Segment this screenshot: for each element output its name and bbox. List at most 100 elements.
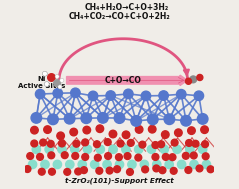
Circle shape (124, 89, 133, 99)
Circle shape (37, 153, 43, 160)
Circle shape (115, 154, 122, 160)
Circle shape (207, 166, 214, 173)
Circle shape (152, 154, 159, 160)
Circle shape (48, 74, 55, 81)
Circle shape (135, 145, 143, 153)
Circle shape (175, 129, 182, 136)
Text: t-ZrO₂(101)-Support Effect: t-ZrO₂(101)-Support Effect (65, 177, 174, 184)
Circle shape (48, 114, 58, 125)
Circle shape (202, 153, 209, 160)
Circle shape (45, 145, 53, 153)
Circle shape (140, 160, 148, 169)
Circle shape (185, 167, 192, 174)
Text: C+O→CO: C+O→CO (105, 76, 142, 85)
Circle shape (131, 116, 141, 126)
Text: Ni
Active Sites: Ni Active Sites (18, 76, 66, 89)
Circle shape (124, 153, 131, 160)
Circle shape (197, 114, 208, 124)
Circle shape (188, 127, 195, 134)
Circle shape (152, 142, 159, 148)
Circle shape (142, 166, 149, 173)
Circle shape (196, 165, 203, 172)
Circle shape (38, 168, 45, 175)
Circle shape (162, 131, 169, 138)
Circle shape (177, 160, 186, 169)
Circle shape (159, 91, 168, 100)
Circle shape (122, 145, 130, 153)
Circle shape (72, 153, 79, 159)
Circle shape (53, 160, 62, 169)
Circle shape (83, 126, 91, 134)
Circle shape (127, 169, 133, 175)
Circle shape (88, 91, 98, 101)
Circle shape (127, 139, 134, 146)
Circle shape (199, 145, 207, 153)
Circle shape (104, 139, 111, 146)
Circle shape (141, 91, 151, 101)
Circle shape (165, 160, 173, 169)
Circle shape (147, 114, 158, 125)
Circle shape (197, 74, 203, 81)
Circle shape (83, 145, 92, 153)
Circle shape (58, 85, 62, 89)
Circle shape (32, 145, 40, 153)
Circle shape (105, 153, 111, 160)
Circle shape (194, 91, 204, 101)
Circle shape (98, 113, 108, 123)
Circle shape (177, 90, 186, 99)
Text: CH₄+CO₂→CO+C+O+2H₂: CH₄+CO₂→CO+C+O+2H₂ (69, 12, 170, 21)
Circle shape (170, 167, 177, 174)
Circle shape (40, 139, 47, 146)
Circle shape (128, 160, 136, 169)
Circle shape (96, 167, 103, 174)
Circle shape (66, 160, 74, 169)
Circle shape (31, 113, 42, 123)
Text: CH₄+H₂O→C+O+3H₂: CH₄+H₂O→C+O+3H₂ (85, 3, 169, 12)
Circle shape (173, 145, 181, 153)
Circle shape (35, 89, 45, 99)
Circle shape (27, 153, 34, 160)
Circle shape (106, 167, 113, 174)
Circle shape (159, 167, 166, 174)
Circle shape (171, 139, 178, 146)
Circle shape (114, 113, 125, 123)
Circle shape (54, 80, 60, 87)
Circle shape (44, 82, 49, 87)
Circle shape (103, 160, 111, 169)
Circle shape (153, 165, 160, 172)
Circle shape (192, 140, 199, 147)
Circle shape (58, 145, 66, 153)
Circle shape (139, 141, 146, 148)
Circle shape (201, 126, 208, 133)
Circle shape (75, 168, 81, 175)
Circle shape (190, 160, 198, 169)
Circle shape (135, 154, 142, 161)
Circle shape (117, 140, 124, 147)
Circle shape (82, 153, 89, 160)
Circle shape (160, 145, 168, 153)
Circle shape (73, 140, 80, 147)
Circle shape (42, 71, 47, 76)
Circle shape (41, 160, 49, 169)
Circle shape (81, 113, 92, 123)
Circle shape (109, 145, 117, 153)
Circle shape (186, 140, 192, 146)
Circle shape (61, 152, 68, 159)
Circle shape (106, 91, 115, 100)
Circle shape (147, 145, 156, 153)
Circle shape (53, 88, 62, 98)
Circle shape (122, 131, 130, 139)
Circle shape (57, 132, 64, 140)
Circle shape (115, 160, 124, 169)
Circle shape (202, 160, 211, 169)
Circle shape (28, 160, 37, 169)
Circle shape (64, 169, 71, 175)
Circle shape (148, 125, 156, 133)
Circle shape (162, 153, 169, 160)
Circle shape (49, 168, 55, 175)
Circle shape (164, 114, 175, 125)
Circle shape (114, 166, 120, 173)
Circle shape (64, 113, 75, 124)
Circle shape (202, 141, 208, 148)
Circle shape (185, 78, 191, 84)
